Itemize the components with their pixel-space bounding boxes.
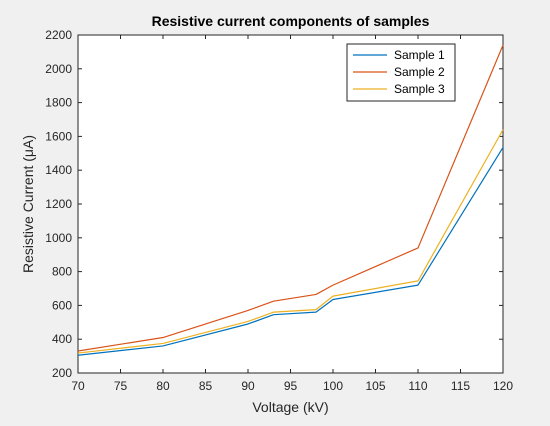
- y-tick-label: 1600: [45, 129, 72, 143]
- x-tick-label: 110: [408, 379, 427, 393]
- series-line-sample-1: [77, 147, 504, 356]
- series-lines: [77, 44, 504, 356]
- legend-label: Sample 3: [394, 82, 445, 96]
- legend-label: Sample 1: [394, 48, 445, 62]
- tick-marks: 70 75 80 85 90 95 100 105 110 115 120 200 400 600 800 1…: [45, 28, 513, 393]
- series-line-sample-3: [77, 129, 504, 354]
- legend-label: Sample 2: [394, 65, 445, 79]
- legend-box: [346, 43, 456, 102]
- y-tick-label: 1000: [45, 231, 72, 245]
- y-tick-label: 1400: [45, 163, 72, 177]
- x-tick-label: 115: [451, 379, 470, 393]
- x-tick-label: 120: [493, 379, 513, 393]
- x-tick-label: 95: [284, 379, 298, 393]
- y-tick-label: 200: [52, 366, 72, 380]
- y-tick-label: 1800: [45, 96, 72, 110]
- series-line-sample-2: [77, 44, 504, 352]
- y-tick-label: 600: [52, 298, 72, 312]
- x-tick-label: 90: [241, 379, 255, 393]
- x-axis-label: Voltage (kV): [252, 399, 328, 415]
- x-tick-label: 75: [114, 379, 128, 393]
- chart-title: Resistive current components of samples: [152, 13, 430, 29]
- y-axis-label: Resistive Current (μA): [20, 135, 36, 273]
- y-tick-label: 800: [52, 265, 72, 279]
- y-tick-label: 2200: [45, 28, 72, 42]
- x-tick-label: 85: [199, 379, 213, 393]
- x-tick-label: 70: [71, 379, 85, 393]
- y-tick-label: 400: [52, 332, 72, 346]
- x-tick-label: 80: [156, 379, 170, 393]
- y-tick-label: 2000: [45, 62, 72, 76]
- x-tick-label: 100: [323, 379, 343, 393]
- y-tick-label: 1200: [45, 197, 72, 211]
- legend: Sample 1 Sample 2 Sample 3: [346, 43, 456, 102]
- x-tick-label: 105: [365, 379, 385, 393]
